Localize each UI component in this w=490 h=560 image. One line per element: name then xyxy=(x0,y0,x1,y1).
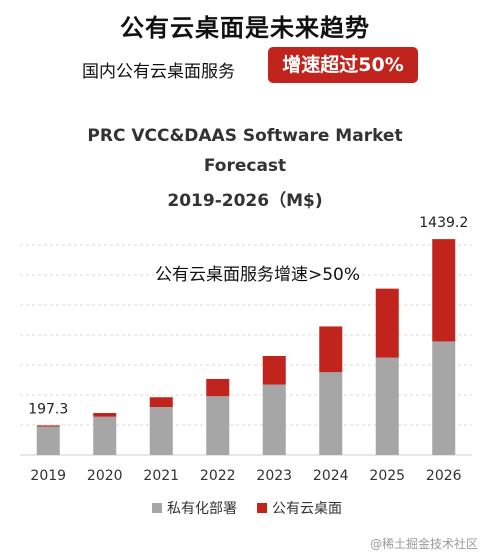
legend-swatch-0 xyxy=(152,503,162,513)
x-tick-label-2021: 2021 xyxy=(143,468,179,484)
bar-private-2019 xyxy=(36,426,60,455)
bar-public-2026 xyxy=(432,239,456,342)
bar-public-2021 xyxy=(149,397,173,407)
bar-private-2022 xyxy=(206,396,230,455)
bar-public-2024 xyxy=(319,326,343,373)
bar-public-2023 xyxy=(262,356,286,385)
subheadline-row: 国内公有云桌面服务 xyxy=(0,50,490,86)
x-tick-label-2026: 2026 xyxy=(426,468,462,484)
bar-private-2025 xyxy=(375,357,399,455)
total-label-2019: 197.3 xyxy=(28,401,68,417)
chart-title-line-3: 2019-2026（M$) xyxy=(167,191,323,211)
total-label-2026: 1439.2 xyxy=(419,215,468,231)
legend-swatch-1 xyxy=(257,503,267,513)
legend-label-0: 私有化部署 xyxy=(167,501,237,517)
chart-title-line-2: Forecast xyxy=(203,156,287,176)
bar-public-2025 xyxy=(375,288,399,358)
bar-private-2020 xyxy=(93,416,117,455)
legend-label-1: 公有云桌面 xyxy=(272,501,342,517)
chart-title-line-1: PRC VCC&DAAS Software Market xyxy=(87,126,403,146)
growth-annotation: 公有云桌面服务增速>50% xyxy=(155,265,360,285)
x-tick-label-2023: 2023 xyxy=(256,468,292,484)
growth-badge: 增速超过50% xyxy=(268,47,418,83)
bar-public-2022 xyxy=(206,378,230,397)
bar-private-2024 xyxy=(319,372,343,455)
x-tick-label-2022: 2022 xyxy=(200,468,236,484)
x-tick-label-2019: 2019 xyxy=(30,468,66,484)
x-tick-label-2020: 2020 xyxy=(87,468,123,484)
subheadline-text: 国内公有云桌面服务 xyxy=(82,62,235,82)
x-tick-label-2025: 2025 xyxy=(369,468,405,484)
bar-private-2023 xyxy=(262,384,286,455)
bar-private-2021 xyxy=(149,407,173,455)
watermark: @稀土掘金技术社区 xyxy=(369,537,478,551)
headline: 公有云桌面是未来趋势 xyxy=(120,14,370,42)
bar-private-2026 xyxy=(432,341,456,455)
x-tick-label-2024: 2024 xyxy=(313,468,349,484)
bar-public-2020 xyxy=(93,413,117,417)
bar-public-2019 xyxy=(36,425,60,427)
